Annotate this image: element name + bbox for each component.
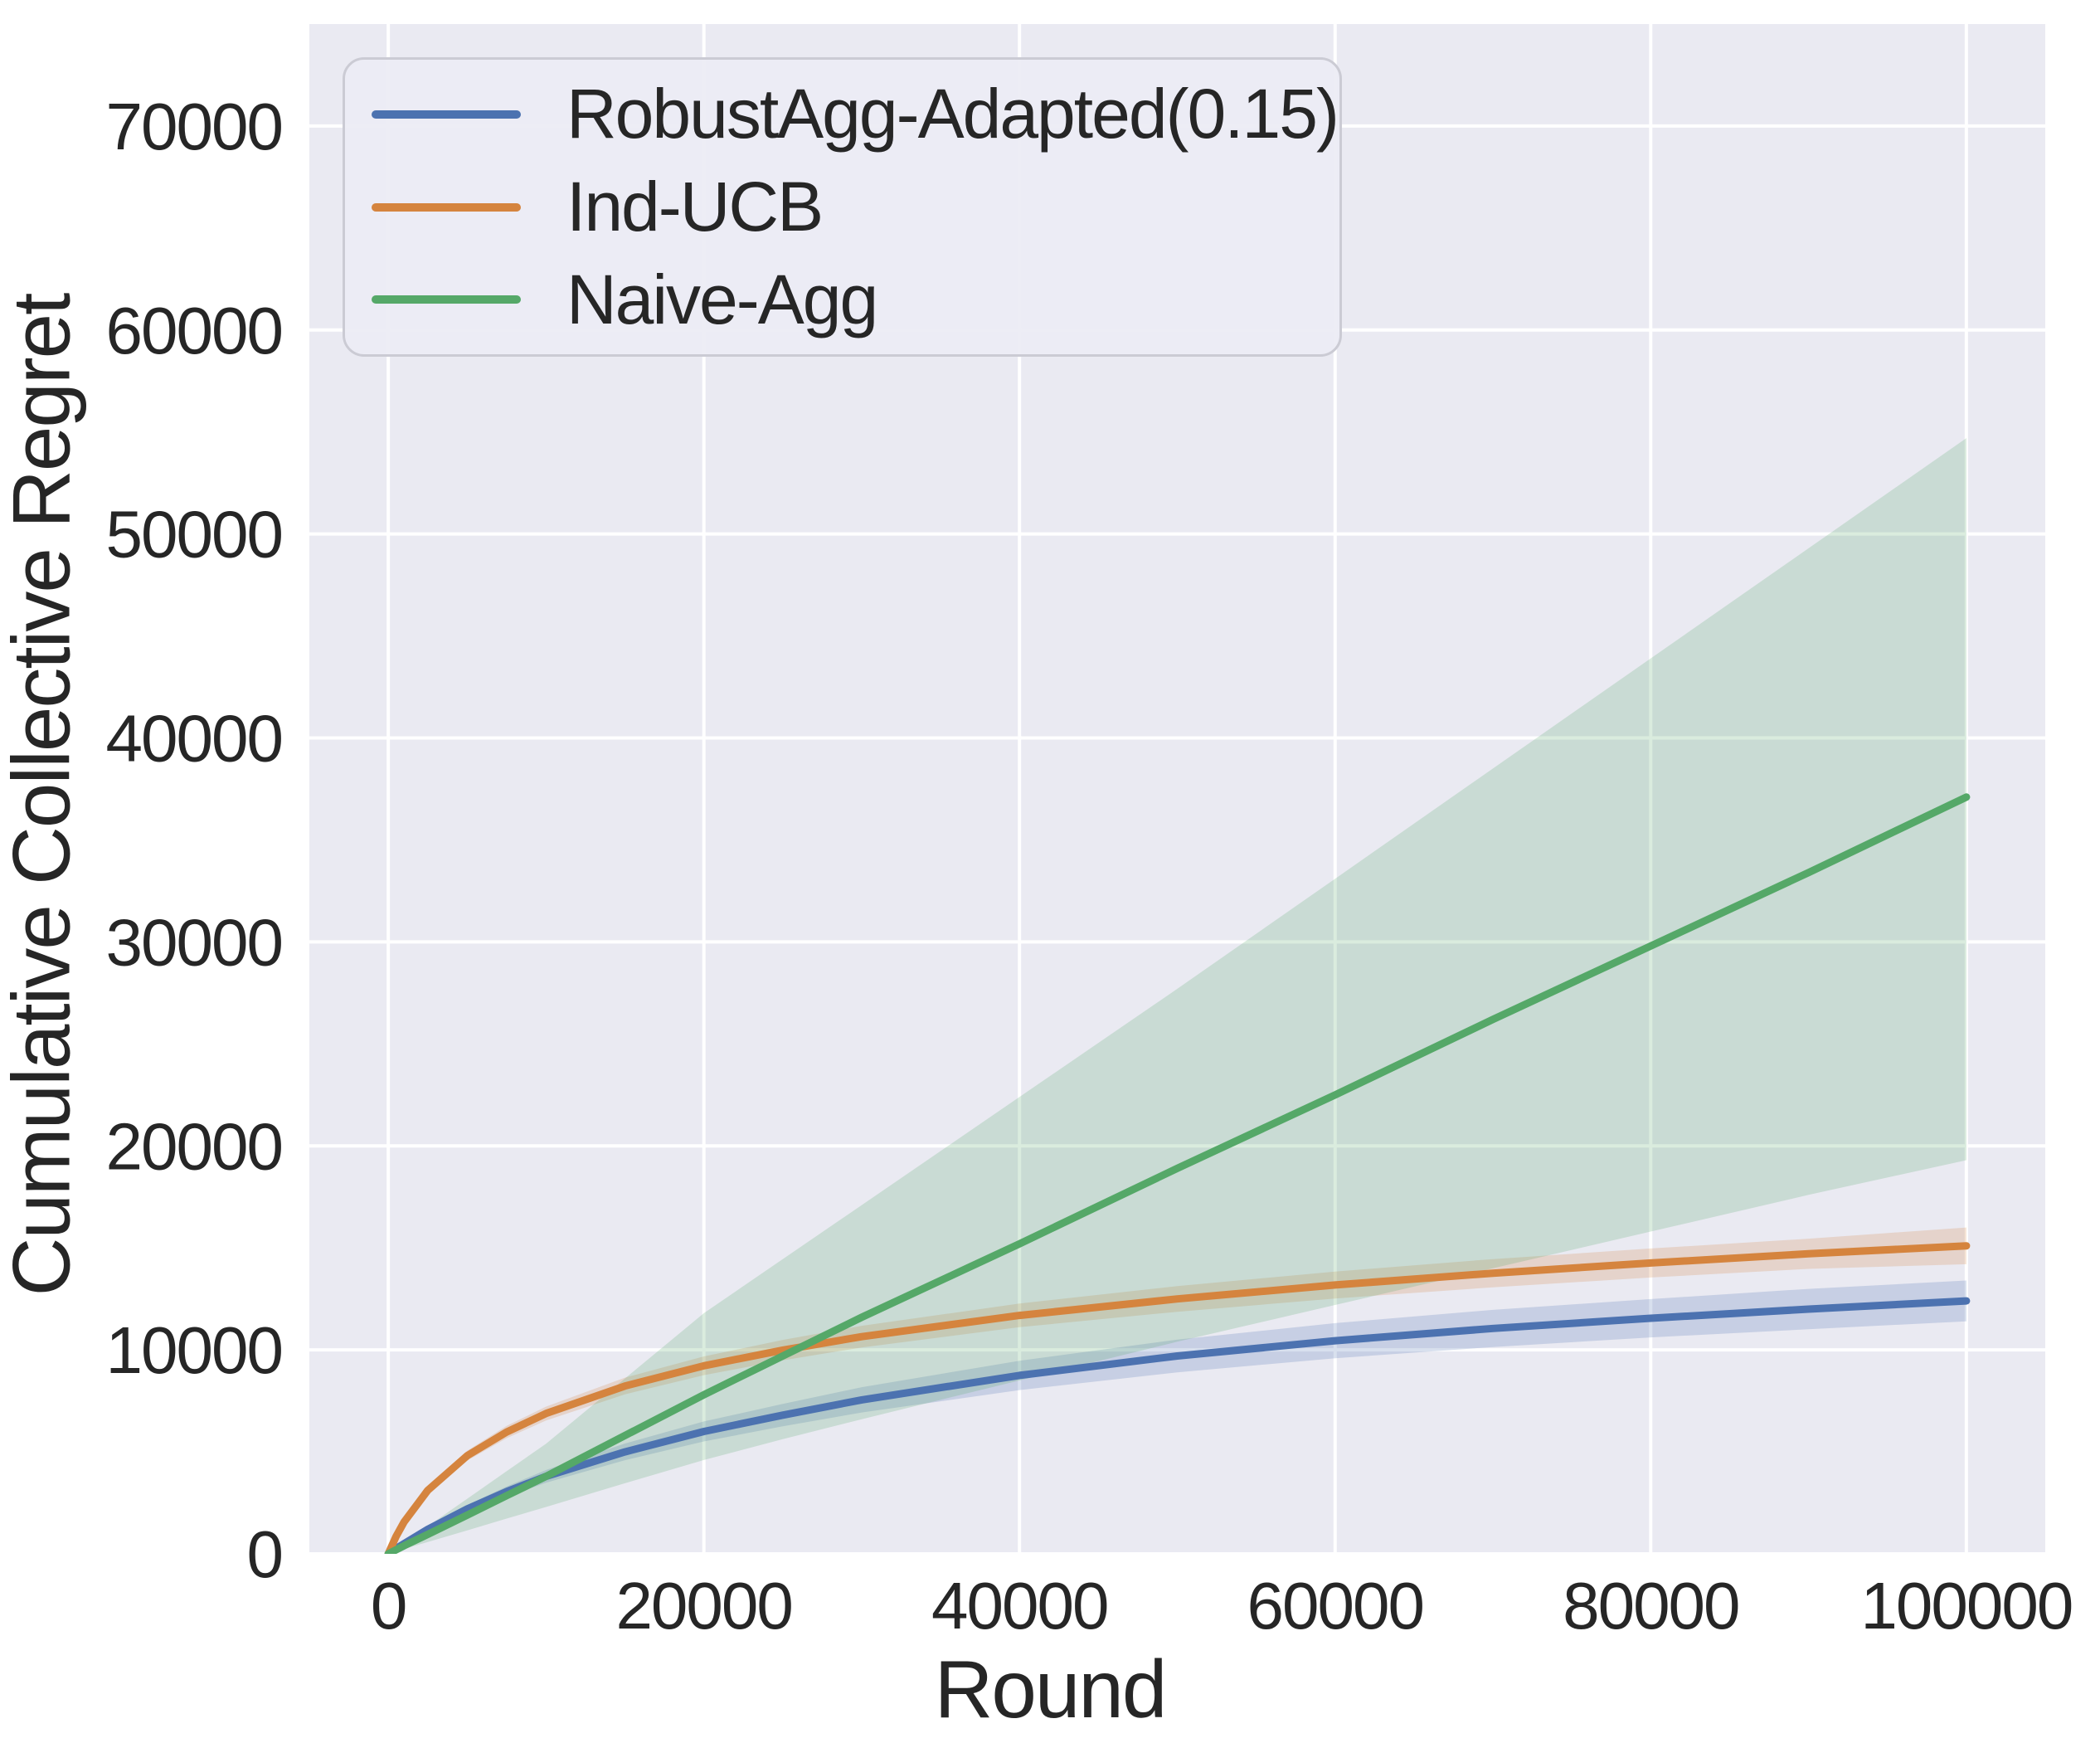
series-line (384, 1297, 1971, 1554)
y-tick-label: 50000 (106, 498, 282, 572)
x-tick-label: 40000 (931, 1569, 1107, 1643)
x-tick-label: 100000 (1860, 1569, 2072, 1643)
x-axis-label: Round (934, 1643, 1168, 1735)
y-axis-label: Cumulative Collective Regret (0, 294, 87, 1297)
legend-label: Ind-UCB (566, 168, 824, 246)
y-tick-label: 40000 (106, 702, 282, 776)
legend-label: RobustAgg-Adapted(0.15) (566, 75, 1339, 153)
y-tick-label: 0 (247, 1517, 283, 1591)
y-tick-label: 20000 (106, 1109, 282, 1183)
y-tick-label: 70000 (106, 90, 282, 163)
confidence-band (388, 1227, 1966, 1554)
series-line (384, 793, 1971, 1554)
series-line (384, 1242, 1971, 1554)
x-tick-label: 60000 (1247, 1569, 1423, 1643)
legend-item: RobustAgg-Adapted(0.15) (345, 68, 1339, 161)
legend-item: Ind-UCB (345, 161, 1339, 254)
y-tick-label: 10000 (106, 1313, 282, 1387)
legend-line-swatch (372, 295, 521, 304)
y-tick-label: 30000 (106, 905, 282, 979)
confidence-band (388, 438, 1966, 1554)
legend-line-swatch (372, 110, 521, 119)
legend: RobustAgg-Adapted(0.15) Ind-UCB Naive-Agg (343, 57, 1342, 357)
legend-item: Naive-Agg (345, 253, 1339, 346)
x-tick-label: 0 (371, 1569, 406, 1643)
legend-line-swatch (372, 202, 521, 212)
x-tick-label: 20000 (615, 1569, 791, 1643)
y-tick-label: 60000 (106, 294, 282, 368)
legend-label: Naive-Agg (566, 260, 878, 338)
x-tick-label: 80000 (1563, 1569, 1738, 1643)
